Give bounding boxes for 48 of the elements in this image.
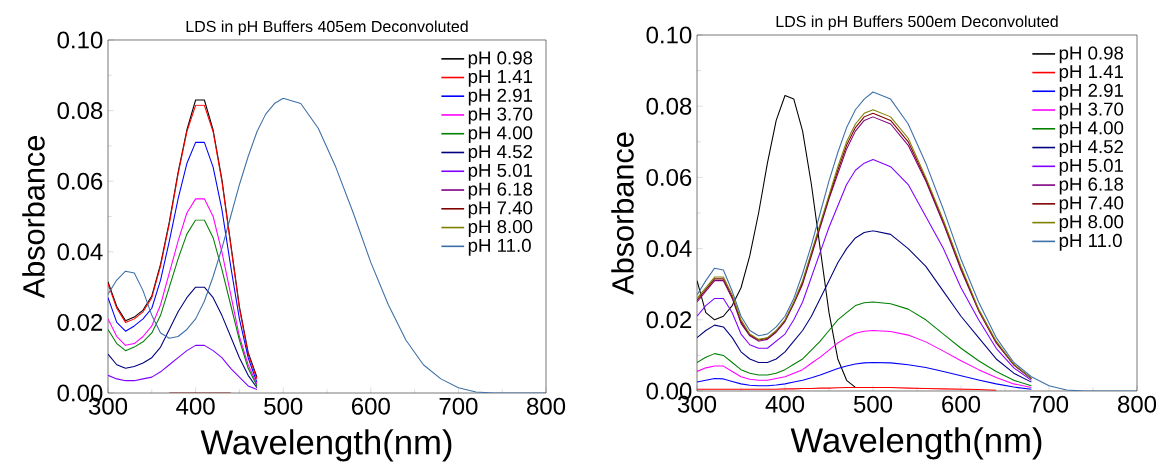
x-tick-label: 400 (176, 397, 215, 415)
y-tick-label: 0.02 (57, 313, 103, 331)
legend-label: pH 6.18 (1059, 177, 1124, 195)
legend-label: pH 0.98 (1059, 46, 1124, 64)
x-tick-label: 400 (765, 395, 805, 413)
y-tick-label: 0.10 (57, 31, 103, 49)
x-tick-label: 800 (527, 397, 566, 415)
legend-label: pH 0.98 (468, 51, 533, 69)
legend-label: pH 1.41 (468, 70, 533, 87)
x-tick-label: 700 (1030, 395, 1069, 413)
legend-label: pH 3.70 (1059, 102, 1124, 120)
y-tick-label: 0.08 (57, 102, 103, 120)
y-tick-label: 0.04 (646, 240, 692, 258)
y-tick-label: 0.10 (646, 26, 692, 44)
chart-title: LDS in pH Buffers 500em Deconvoluted (776, 15, 1058, 31)
y-tick-label: 0.02 (646, 311, 692, 329)
legend-label: pH 5.01 (1059, 158, 1123, 176)
x-tick-label: 500 (853, 395, 893, 413)
x-tick-label: 500 (264, 397, 303, 415)
legend-label: pH 6.18 (468, 182, 533, 200)
x-tick-label: 800 (1118, 395, 1156, 413)
legend-label: pH 2.91 (1059, 83, 1123, 101)
legend-label: pH 4.52 (1059, 140, 1123, 157)
legend-label: pH 2.91 (468, 88, 533, 106)
legend-label: pH 4.52 (468, 144, 533, 162)
legend-label: pH 11.0 (1059, 233, 1122, 251)
y-tick-label: 0.06 (57, 172, 103, 190)
y-tick-label: 0.08 (646, 97, 692, 115)
chart-title: LDS in pH Buffers 405em Deconvoluted (186, 20, 468, 36)
legend-label: pH 4.00 (1059, 121, 1124, 139)
x-axis-title: Wavelength(nm) (790, 427, 1042, 460)
legend-label: pH 1.41 (1059, 65, 1123, 82)
legend-label: pH 5.01 (468, 163, 533, 181)
legend-label: pH 7.40 (468, 201, 533, 219)
legend-label: pH 8.00 (1059, 215, 1124, 232)
legend-label: pH 11.0 (468, 238, 531, 256)
x-axis-title: Wavelength(nm) (200, 429, 452, 462)
x-tick-label: 600 (942, 395, 981, 413)
legend-label: pH 8.00 (468, 220, 533, 237)
legend-label: pH 7.40 (1059, 196, 1124, 214)
legend-label: pH 3.70 (468, 107, 533, 125)
x-tick-label: 600 (352, 397, 390, 415)
legend-label: pH 4.00 (468, 126, 533, 144)
x-tick-label: 700 (439, 397, 478, 415)
y-tick-label: 0.04 (57, 243, 103, 261)
y-axis-title: Absorbance (22, 136, 45, 299)
y-axis-title: Absorbance (611, 132, 634, 295)
y-tick-label: 0.06 (646, 168, 692, 186)
